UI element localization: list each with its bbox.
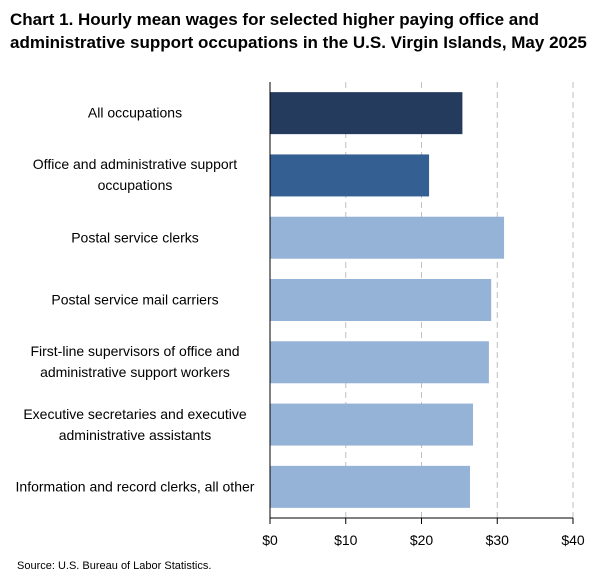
y-tick-label: Office and administrative support occupa… [32,156,238,194]
x-tick-label: $20 [410,532,434,548]
y-tick-label: Information and record clerks, all other [15,478,255,495]
x-tick-label: $30 [486,532,510,548]
y-tick-label: Postal service mail carriers [51,291,219,308]
source-note: Source: U.S. Bureau of Labor Statistics. [17,560,212,572]
bar [270,403,474,446]
bar [270,92,463,135]
x-tick-label: $40 [561,532,585,548]
y-tick-label: Postal service clerks [71,229,199,246]
y-tick-label: All occupations [87,104,183,121]
bar [270,465,470,508]
bar [270,341,489,384]
x-tick-label: $0 [262,532,278,548]
chart-title: Chart 1. Hourly mean wages for selected … [10,10,587,52]
bar [270,154,430,197]
bar [270,279,492,321]
bar [270,216,505,259]
y-tick-label: Executive secretaries and executive admi… [23,405,247,443]
y-tick-label: First-line supervisors of office and adm… [30,343,240,381]
x-tick-label: $10 [334,532,358,548]
